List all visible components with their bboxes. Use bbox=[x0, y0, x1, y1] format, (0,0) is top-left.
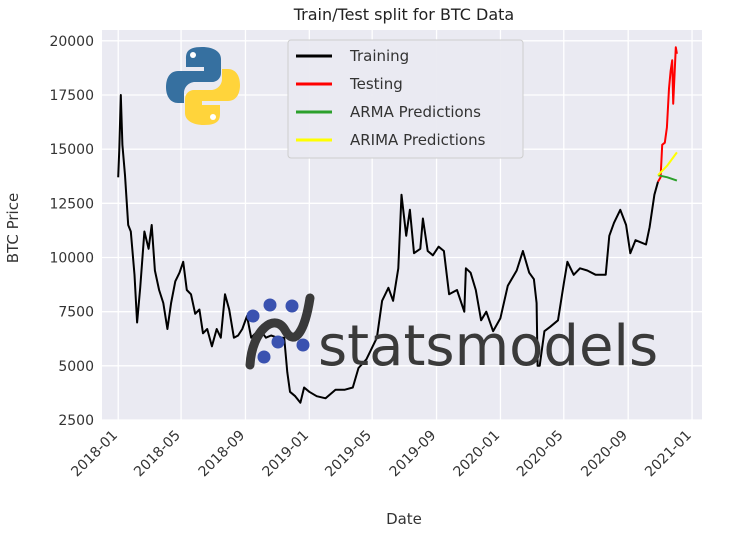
y-tick-label: 10000 bbox=[49, 251, 94, 267]
series-line-testing bbox=[657, 46, 678, 183]
statsmodels-curve bbox=[245, 293, 315, 370]
series-line-arma-predictions bbox=[657, 174, 678, 182]
python-eye-yellow bbox=[210, 114, 216, 120]
statsmodels-dot bbox=[246, 309, 260, 323]
python-eye-blue bbox=[190, 52, 196, 58]
statsmodels-dot bbox=[257, 350, 271, 364]
statsmodels-dot bbox=[296, 338, 310, 352]
y-tick-label: 5000 bbox=[58, 359, 94, 375]
y-tick-labels: 2500 5000 7500 10000 12500 15000 17500 20000 bbox=[49, 34, 94, 429]
python-logo bbox=[166, 47, 240, 125]
y-tick-label: 17500 bbox=[49, 88, 94, 104]
chart-title: Train/Test split for BTC Data bbox=[293, 5, 514, 24]
legend-label: ARIMA Predictions bbox=[350, 131, 486, 149]
y-axis-title: BTC Price bbox=[4, 193, 22, 263]
y-tick-label: 2500 bbox=[58, 413, 94, 429]
python-snake-yellow bbox=[185, 69, 240, 125]
x-axis-title: Date bbox=[386, 510, 422, 528]
series-lines bbox=[117, 46, 678, 404]
legend-label: Training bbox=[349, 47, 409, 65]
statsmodels-wordmark: statsmodels bbox=[318, 314, 658, 379]
statsmodels-dot bbox=[285, 299, 299, 313]
y-tick-label: 7500 bbox=[58, 305, 94, 321]
y-tick-label: 15000 bbox=[49, 142, 94, 158]
statsmodels-dot bbox=[271, 335, 285, 349]
y-tick-label: 20000 bbox=[49, 34, 94, 50]
legend-label: Testing bbox=[349, 75, 403, 93]
series-line-training bbox=[117, 94, 659, 404]
legend: Training Testing ARMA Predictions ARIMA Pre… bbox=[287, 39, 524, 159]
statsmodels-logo: statsmodels bbox=[245, 293, 658, 379]
y-tick-label: 12500 bbox=[49, 196, 94, 212]
series-line-arima-predictions bbox=[657, 151, 678, 176]
legend-box bbox=[287, 39, 524, 159]
legend-label: ARMA Predictions bbox=[350, 103, 481, 121]
statsmodels-dot bbox=[263, 298, 277, 312]
python-snake-blue bbox=[166, 47, 221, 103]
